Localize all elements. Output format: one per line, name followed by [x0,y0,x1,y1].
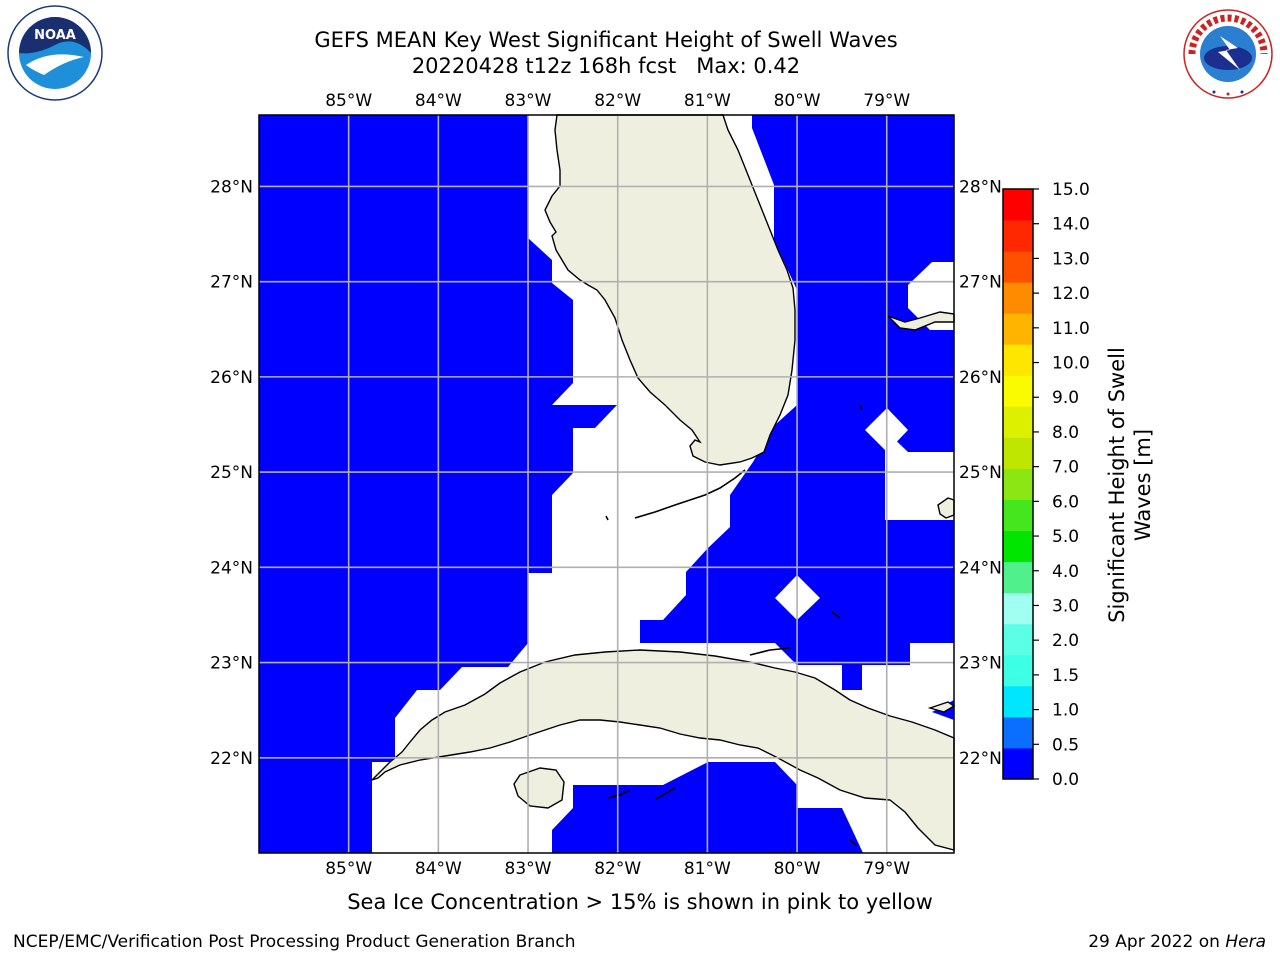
lat-tick-label-right: 25°N [959,463,1002,483]
lat-tick-label-right: 27°N [959,273,1002,293]
lat-tick-label-right: 28°N [959,177,1002,197]
colorbar-swatch [1003,313,1033,345]
lat-tick-label-right: 22°N [959,749,1002,769]
colorbar-tick-label: 1.0 [1052,701,1079,721]
map-panel [258,114,956,854]
lon-tick-label-top: 84°W [415,91,462,111]
colorbar-tick-label: 15.0 [1052,180,1090,200]
graticule [259,115,954,853]
colorbar-tick-label: 0.0 [1052,770,1079,790]
colorbar-swatch [1003,375,1033,407]
map-frame [258,114,955,854]
colorbar-tick-label: 12.0 [1052,284,1090,304]
colorbar-tick-label: 7.0 [1052,458,1079,478]
sea-ice-note: Sea Ice Concentration > 15% is shown in … [347,890,933,914]
colorbar-swatch [1003,344,1033,376]
credit-branch: NCEP/EMC/Verification Post Processing Pr… [13,932,576,952]
colorbar-swatch [1003,468,1033,501]
colorbar-tick-labels: 0.0 0.5 1.0 1.5 2.0 3.0 4.0 5.0 6.0 7.0 8.0 9.0 10.0… [1033,180,1090,790]
lat-tick-label-right: 26°N [959,368,1002,388]
colorbar-tick-label: 3.0 [1052,596,1079,616]
colorbar-tick-label: 1.5 [1052,666,1079,686]
colorbar-swatch [1003,592,1033,625]
lat-tick-label-left: 24°N [210,558,253,578]
credit-host: Hera [1225,932,1266,952]
colorbar-swatch [1003,251,1033,283]
lon-tick-label-top: 79°W [863,91,910,111]
lat-tick-label-right: 23°N [959,654,1002,674]
colorbar-swatch [1003,499,1033,532]
lat-tick-label-left: 28°N [210,177,253,197]
lat-tick-label-right: 24°N [959,558,1002,578]
colorbar-tick-label: 2.0 [1052,631,1079,651]
lon-tick-label-bottom: 82°W [594,859,641,879]
lon-tick-label-bottom: 84°W [415,859,462,879]
colorbar-tick-label: 11.0 [1052,319,1090,339]
lat-tick-label-left: 26°N [210,368,253,388]
colorbar-swatch [1003,406,1033,438]
keys-islets [605,404,863,846]
colorbar-swatch [1003,654,1033,687]
credit-date-text: 29 Apr 2022 on [1088,932,1226,952]
colorbar-label-line1: Significant Height of Swell [1105,347,1129,623]
lat-tick-labels-right: 28°N 27°N 26°N 25°N 24°N 23°N 22°N [959,177,1002,768]
nws-logo [1183,9,1273,99]
colorbar-tick-label: 9.0 [1052,388,1079,408]
colorbar-swatch [1003,437,1033,469]
noaa-logo-text: NOAA [34,28,76,43]
lon-tick-label-top: 80°W [774,91,821,111]
colorbar-tick-label: 0.5 [1052,735,1079,755]
lat-tick-label-left: 23°N [210,654,253,674]
colorbar-tick-label: 14.0 [1052,215,1090,235]
lon-tick-labels-bottom: 85°W 84°W 83°W 82°W 81°W 80°W 79°W [325,859,910,879]
isla-de-la-juventud [513,767,565,809]
colorbar-tick-label: 5.0 [1052,527,1079,547]
lat-tick-label-left: 22°N [210,749,253,769]
lon-tick-label-bottom: 81°W [684,859,731,879]
lon-tick-label-top: 81°W [684,91,731,111]
colorbar-tick-label: 10.0 [1052,354,1090,374]
cuba-landmass [371,649,955,851]
colorbar-tick-label: 4.0 [1052,562,1079,582]
colorbar-swatch [1003,716,1033,749]
lon-tick-label-bottom: 79°W [863,859,910,879]
chart-subtitle: 20220428 t12z 168h fcst Max: 0.42 [411,54,801,78]
colorbar-swatch [1003,747,1033,780]
lon-tick-labels-top: 85°W 84°W 83°W 82°W 81°W 80°W 79°W [325,91,910,111]
lon-tick-label-top: 85°W [325,91,372,111]
colorbar-swatch [1003,282,1033,314]
colorbar-tick-label: 13.0 [1052,249,1090,269]
lon-tick-label-top: 82°W [594,91,641,111]
colorbar-swatch [1003,189,1033,221]
colorbar-label-line2: Waves [m] [1131,429,1155,541]
lat-tick-label-left: 27°N [210,273,253,293]
colorbar-swatch [1003,530,1033,563]
colorbar-tick-label: 6.0 [1052,492,1079,512]
lon-tick-label-bottom: 85°W [325,859,372,879]
colorbar-swatch [1003,561,1033,594]
colorbar-tick-label: 8.0 [1052,423,1079,443]
lat-tick-labels-left: 28°N 27°N 26°N 25°N 24°N 23°N 22°N [210,177,253,768]
credit-date: 29 Apr 2022 on Hera [1088,932,1266,952]
colorbar-swatch [1003,685,1033,718]
colorbar-frame [1002,188,1034,780]
colorbar [1002,188,1034,780]
lon-tick-label-top: 83°W [505,91,552,111]
lon-tick-label-bottom: 83°W [505,859,552,879]
lon-tick-label-bottom: 80°W [774,859,821,879]
lat-tick-label-left: 25°N [210,463,253,483]
colorbar-swatch [1003,220,1033,252]
colorbar-swatch [1003,623,1033,656]
chart-title: GEFS MEAN Key West Significant Height of… [314,28,898,52]
noaa-logo: NOAA [7,5,103,101]
